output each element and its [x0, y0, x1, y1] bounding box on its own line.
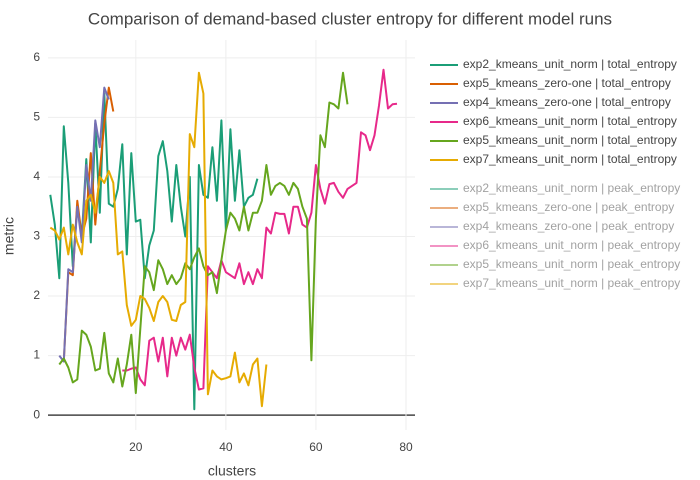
y-axis-label: metric — [1, 217, 17, 255]
y-tick-label: 6 — [33, 50, 40, 64]
y-tick-label: 4 — [33, 169, 40, 183]
series-line — [58, 71, 349, 395]
x-tick-label: 60 — [309, 440, 323, 454]
legend-label: exp2_kmeans_unit_norm | peak_entropy — [463, 181, 680, 195]
legend-label: exp4_kmeans_zero-one | total_entropy — [463, 95, 671, 109]
y-tick-label: 2 — [33, 288, 40, 302]
y-tick-label: 5 — [33, 110, 40, 124]
legend-label: exp6_kmeans_unit_norm | total_entropy — [463, 114, 677, 128]
y-tick-label: 0 — [33, 407, 40, 421]
legend-label: exp5_kmeans_unit_norm | peak_entropy — [463, 257, 680, 271]
legend-label: exp2_kmeans_unit_norm | total_entropy — [463, 57, 677, 71]
x-tick-label: 40 — [219, 440, 233, 454]
legend-label: exp7_kmeans_unit_norm | peak_entropy — [463, 276, 680, 290]
legend-label: exp6_kmeans_unit_norm | peak_entropy — [463, 238, 680, 252]
y-tick-label: 1 — [33, 348, 40, 362]
chart-title: Comparison of demand-based cluster entro… — [88, 9, 612, 28]
legend-label: exp5_kmeans_unit_norm | total_entropy — [463, 133, 677, 147]
legend-label: exp7_kmeans_unit_norm | total_entropy — [463, 152, 677, 166]
series-line — [49, 71, 268, 408]
x-tick-label: 80 — [399, 440, 413, 454]
legend-label: exp5_kmeans_zero-one | peak_entropy — [463, 200, 674, 214]
legend-label: exp4_kmeans_zero-one | peak_entropy — [463, 219, 674, 233]
legend-label: exp5_kmeans_zero-one | total_entropy — [463, 76, 671, 90]
series-line — [122, 68, 398, 391]
x-axis-label: clusters — [208, 463, 256, 479]
x-tick-label: 20 — [129, 440, 143, 454]
y-tick-label: 3 — [33, 229, 40, 243]
series-line — [58, 86, 110, 363]
